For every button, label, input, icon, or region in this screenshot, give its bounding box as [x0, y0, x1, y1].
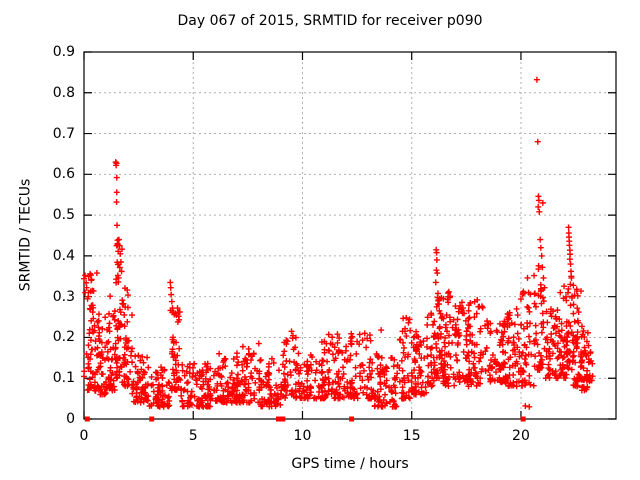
y-tick-label: 0.5 — [52, 207, 75, 224]
y-tick-label: 0.1 — [52, 370, 75, 387]
x-tick-label: 10 — [293, 428, 312, 444]
y-tick-label: 0.2 — [52, 329, 75, 346]
y-tick-label: 0.6 — [52, 166, 75, 183]
y-tick-label: 0.4 — [52, 247, 75, 264]
x-tick-label: 5 — [188, 428, 198, 444]
y-tick-label: 0.7 — [52, 125, 75, 142]
y-tick-label: 0.3 — [52, 288, 75, 305]
x-axis-label: GPS time / hours — [291, 456, 409, 472]
y-axis-label: SRMTID / TECUs — [17, 178, 34, 292]
y-tick-label: 0 — [66, 411, 75, 427]
chart-title: Day 067 of 2015, SRMTID for receiver p09… — [177, 13, 483, 29]
y-tick-label: 0.9 — [52, 44, 75, 60]
x-tick-label: 0 — [79, 428, 89, 444]
x-tick-label: 20 — [512, 428, 530, 444]
x-tick-label: 15 — [402, 428, 421, 444]
y-tick-label: 0.8 — [52, 84, 75, 101]
